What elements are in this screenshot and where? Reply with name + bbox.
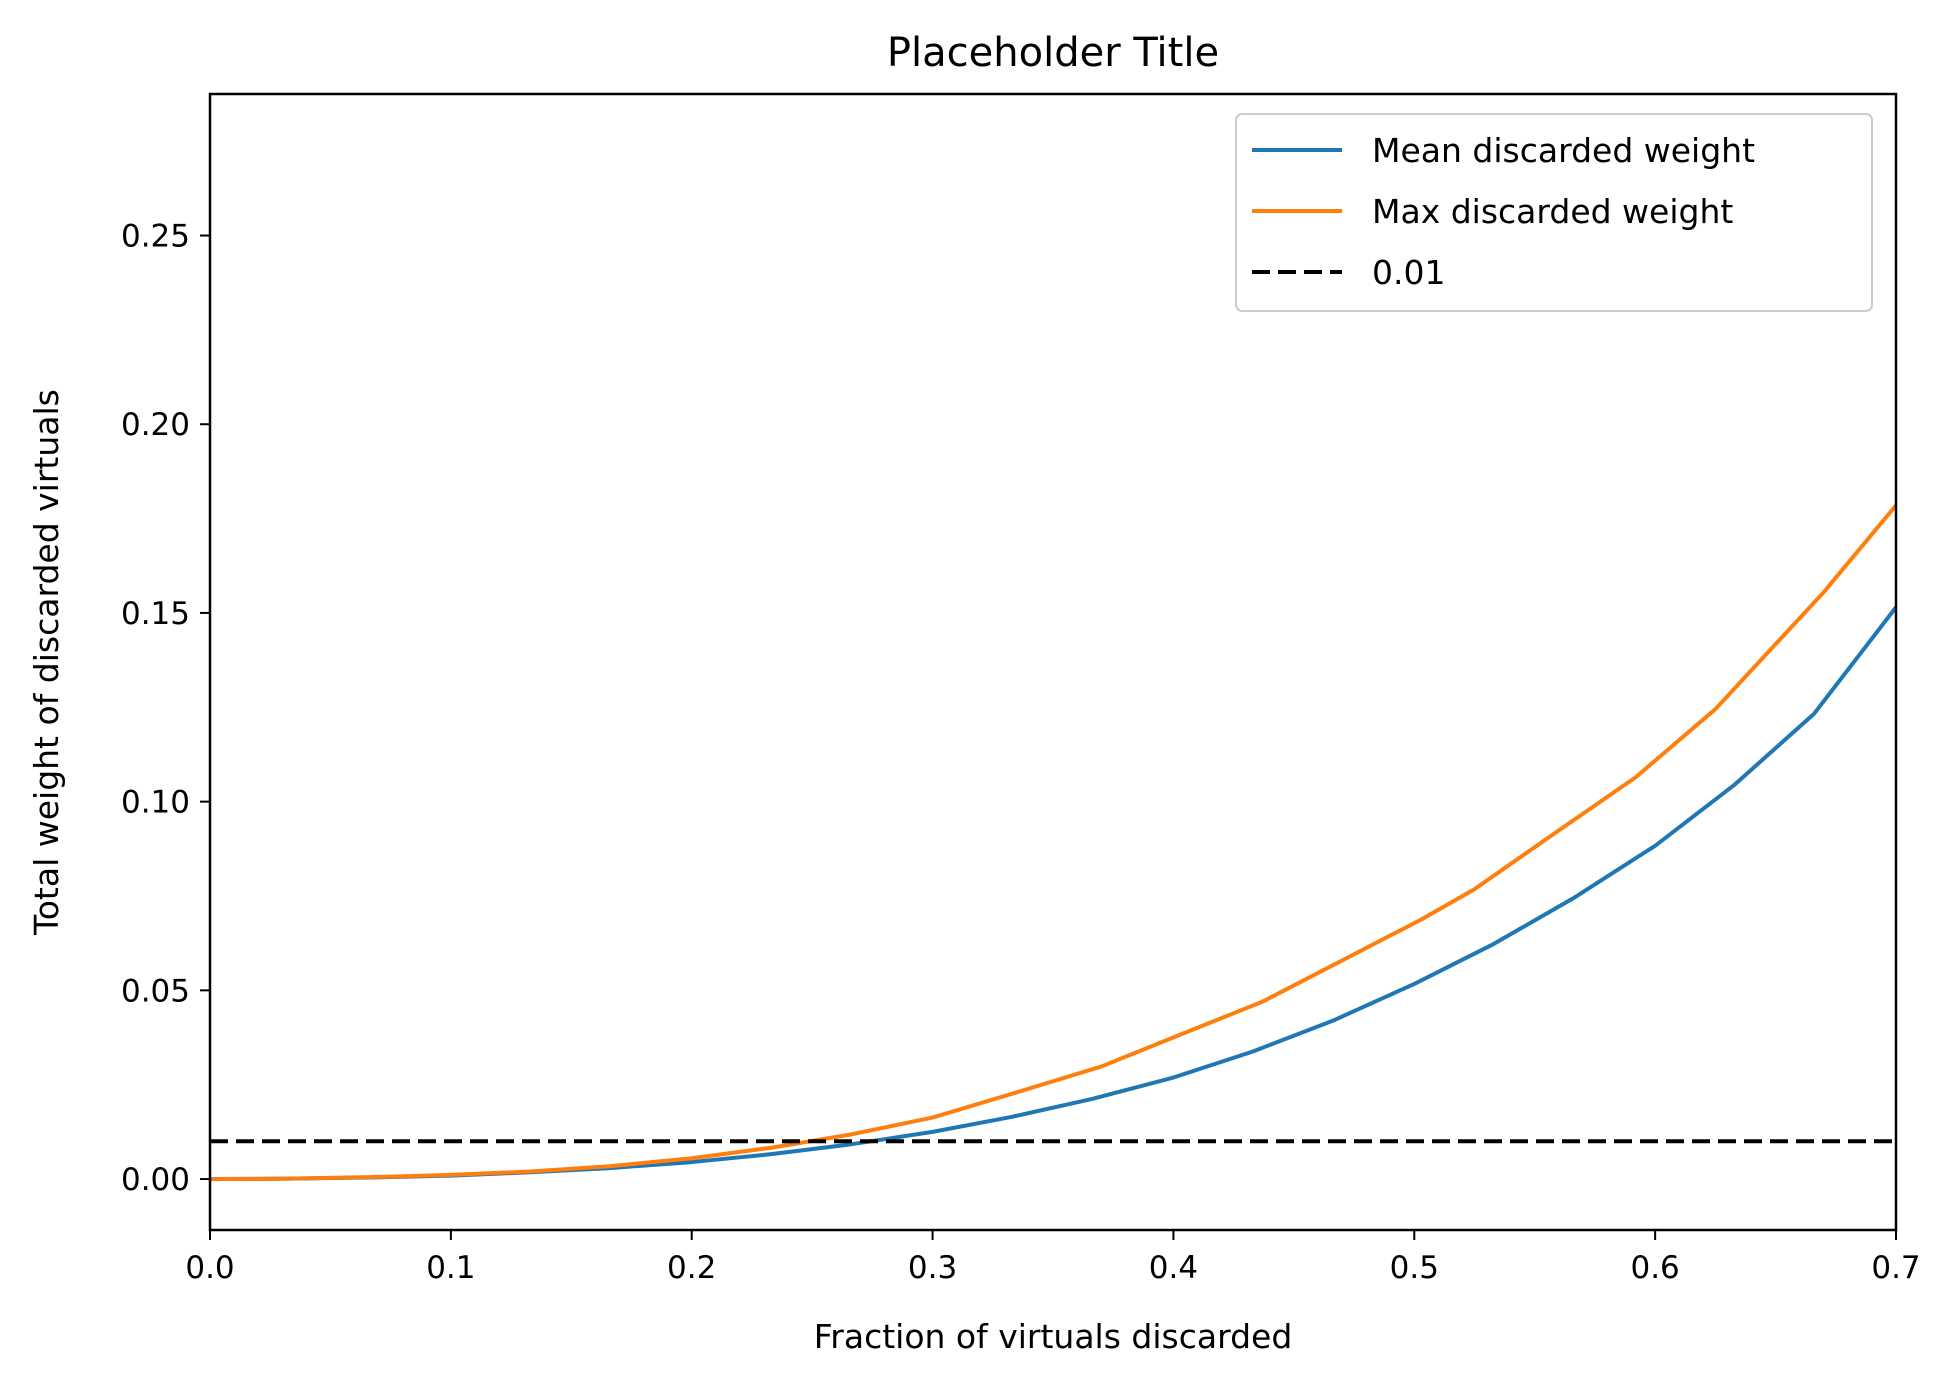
series-layer (209, 504, 1898, 1182)
x-tick-label: 0.2 (667, 1250, 716, 1286)
legend-label: 0.01 (1372, 253, 1445, 292)
y-tick-label: 0.20 (121, 407, 190, 443)
y-tick-label: 0.05 (121, 973, 190, 1009)
x-tick-label: 0.7 (1871, 1250, 1920, 1286)
x-tick-label: 0.5 (1390, 1250, 1439, 1286)
y-tick-label: 0.10 (121, 785, 190, 821)
y-tick-label: 0.25 (121, 219, 190, 255)
legend-label: Mean discarded weight (1372, 131, 1755, 170)
x-tick-label: 0.4 (1149, 1250, 1198, 1286)
y-axis-ticks: 0.00 0.05 0.10 0.15 0.20 0.25 (121, 219, 210, 1198)
legend: Mean discarded weight Max discarded weigh… (1235, 113, 1873, 312)
legend-label: Max discarded weight (1372, 192, 1733, 231)
x-tick-label: 0.3 (908, 1250, 957, 1286)
series-line-2 (209, 504, 1898, 1182)
x-axis-ticks: 0.0 0.1 0.2 0.3 0.4 0.5 0.6 0.7 (185, 1230, 1921, 1286)
y-axis-label: Total weight of discarded virtuals (27, 389, 66, 936)
y-tick-label: 0.15 (121, 596, 190, 632)
x-tick-label: 0.0 (185, 1250, 234, 1286)
plot-frame (208, 92, 1898, 1232)
y-tick-label: 0.00 (121, 1162, 190, 1198)
chart-title: Placeholder Title (887, 30, 1219, 76)
x-tick-label: 0.6 (1630, 1250, 1679, 1286)
legend-box (1235, 113, 1873, 312)
x-tick-label: 0.1 (426, 1250, 475, 1286)
x-axis-label: Fraction of virtuals discarded (814, 1317, 1293, 1356)
